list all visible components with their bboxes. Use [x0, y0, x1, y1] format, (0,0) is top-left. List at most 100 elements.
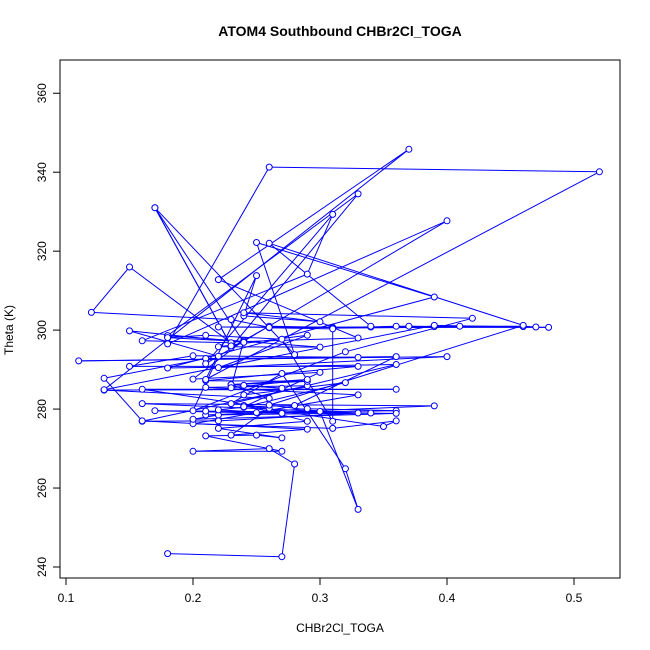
- series-segment: [167, 553, 282, 558]
- data-point: [227, 342, 235, 350]
- data-point: [341, 348, 349, 356]
- y-tick-label: 260: [35, 478, 49, 498]
- data-point: [214, 424, 222, 432]
- series-segment: [319, 411, 359, 510]
- series-segment: [167, 166, 270, 345]
- data-point: [278, 434, 286, 442]
- series-segment: [167, 296, 435, 369]
- series-segment: [104, 388, 397, 391]
- series-segment: [129, 330, 219, 357]
- data-point: [291, 402, 299, 409]
- series-segment: [218, 148, 410, 281]
- y-tick-label: 340: [35, 162, 49, 182]
- series-segment: [103, 377, 143, 422]
- series-segment: [345, 317, 473, 353]
- data-point: [316, 368, 324, 376]
- data-point: [303, 405, 311, 413]
- data-point: [240, 403, 248, 411]
- data-point: [532, 323, 540, 331]
- x-tick-label: 0.2: [185, 591, 202, 605]
- series-segment: [218, 420, 308, 429]
- y-tick-label: 300: [35, 320, 49, 340]
- data-point: [341, 465, 349, 473]
- series-segment: [231, 428, 308, 436]
- data-point: [253, 272, 260, 280]
- data-point: [392, 353, 400, 361]
- data-point: [227, 400, 235, 408]
- data-point: [126, 362, 133, 370]
- data-point: [392, 361, 400, 368]
- data-point: [367, 322, 375, 330]
- y-tick-label: 320: [35, 241, 49, 261]
- data-point: [329, 210, 337, 218]
- series-segment: [104, 324, 435, 391]
- data-point: [227, 431, 235, 439]
- data-point: [329, 325, 337, 333]
- data-point: [151, 204, 159, 212]
- data-point: [265, 323, 273, 331]
- data-point: [253, 409, 260, 417]
- data-point: [240, 391, 248, 399]
- data-point: [341, 379, 349, 387]
- data-point: [303, 331, 311, 339]
- series-segment: [218, 406, 244, 411]
- data-point: [189, 415, 197, 423]
- data-point: [303, 270, 311, 278]
- data-point: [214, 276, 222, 284]
- data-point: [126, 327, 133, 335]
- data-point: [354, 391, 362, 399]
- series-segment: [91, 311, 232, 320]
- data-point: [87, 308, 95, 316]
- data-point: [265, 401, 273, 409]
- series-segment: [129, 355, 194, 367]
- data-point: [354, 353, 362, 361]
- series-segment: [230, 364, 397, 405]
- data-point: [214, 364, 222, 372]
- data-point: [164, 340, 172, 348]
- data-point: [405, 145, 413, 153]
- data-point: [443, 353, 451, 361]
- data-point: [100, 386, 108, 394]
- data-point: [253, 239, 260, 246]
- data-point: [189, 407, 197, 415]
- series-segment: [269, 242, 524, 326]
- series-segment: [104, 358, 206, 379]
- series-segment: [243, 275, 257, 317]
- data-point: [430, 293, 438, 301]
- series-segment: [243, 337, 359, 343]
- data-point: [202, 360, 210, 368]
- data-point: [214, 343, 222, 351]
- x-axis-label: CHBr2Cl_TOGA: [296, 621, 384, 635]
- data-point: [316, 407, 324, 415]
- data-point: [278, 447, 286, 455]
- data-point: [291, 351, 299, 359]
- y-axis: 240 260 280 300 320 340 360: [35, 83, 61, 577]
- series-segment: [230, 373, 283, 405]
- x-tick-label: 0.4: [439, 591, 456, 605]
- data-point: [240, 309, 248, 317]
- data-point: [265, 163, 273, 171]
- series-segment: [256, 242, 435, 298]
- series-segment: [306, 214, 334, 275]
- data-point: [202, 376, 210, 383]
- data-point: [214, 417, 222, 425]
- series-segment: [281, 463, 296, 557]
- data-point: [278, 384, 286, 392]
- data-point: [202, 383, 210, 391]
- data-point: [227, 384, 235, 392]
- data-point: [126, 263, 133, 271]
- series-segment: [142, 420, 308, 430]
- data-point: [189, 447, 197, 455]
- data-point: [164, 364, 172, 372]
- data-point: [303, 417, 311, 425]
- series-segment: [129, 266, 232, 344]
- data-point: [367, 409, 375, 417]
- data-point: [202, 407, 210, 415]
- series-segment: [218, 409, 282, 414]
- data-point: [278, 335, 286, 343]
- data-point: [329, 417, 337, 425]
- data-point: [189, 352, 197, 360]
- data-point: [468, 314, 476, 322]
- data-point: [265, 445, 273, 453]
- series-segment: [269, 166, 600, 173]
